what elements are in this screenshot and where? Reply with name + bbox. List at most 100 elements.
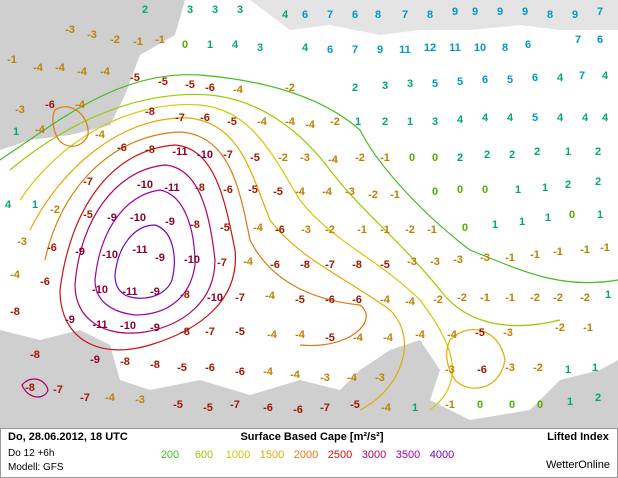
lifted-index-label: -3 (375, 372, 385, 384)
lifted-index-label: -8 (150, 359, 160, 371)
lifted-index-label: -3 (445, 364, 455, 376)
lifted-index-label: -4 (257, 116, 268, 128)
lifted-index-label: -5 (350, 399, 360, 411)
lifted-index-label: 0 (409, 152, 415, 164)
lifted-index-label: -3 (480, 252, 490, 264)
lifted-index-label: -4 (35, 124, 46, 136)
lifted-index-label: -5 (475, 327, 485, 339)
legend-level: 200 (161, 449, 179, 461)
legend-level: 600 (195, 449, 213, 461)
lifted-index-label: -4 (353, 332, 364, 344)
lifted-index-label: -1 (155, 34, 165, 46)
lifted-index-label: -4 (305, 119, 316, 131)
legend-level: 1000 (226, 449, 250, 461)
sea (0, 0, 618, 428)
run-label: Do 12 +6h (8, 448, 54, 459)
lifted-index-label: -6 (223, 184, 233, 196)
lifted-index-label: -7 (325, 259, 335, 271)
lifted-index-label: 9 (572, 9, 578, 21)
lifted-index-label: -2 (368, 189, 378, 201)
lifted-index-label: -1 (390, 189, 400, 201)
lifted-index-label: -3 (503, 327, 513, 339)
lifted-index-label: 1 (492, 219, 498, 231)
lifted-index-labels: 2 3 3 3 4 6 7 6 8 7 8 9 9 9 9 8 9 70 1 4 3 4 6 7 9 11 12 11 10 8 6 7 6-3… (5, 4, 611, 416)
lifted-index-label: 8 (502, 42, 508, 54)
lifted-index-label: -11 (132, 244, 147, 256)
lifted-index-label: -7 (223, 149, 233, 161)
lifted-index-label: -7 (175, 112, 185, 124)
lifted-index-label: 11 (399, 44, 411, 56)
lifted-index-label: 0 (482, 184, 488, 196)
lifted-index-label: 4 (582, 112, 589, 124)
lifted-index-label: 9 (472, 6, 478, 18)
lifted-index-label: 11 (449, 42, 461, 54)
lifted-index-label: -6 (200, 112, 210, 124)
lifted-index-label: -5 (220, 222, 230, 234)
lifted-index-label: -4 (415, 329, 426, 341)
lifted-index-label: -11 (172, 146, 187, 158)
lifted-index-label: -8 (180, 289, 190, 301)
lifted-index-label: 1 (542, 182, 548, 194)
lifted-index-label: -10 (137, 179, 153, 191)
lifted-index-label: -7 (235, 292, 245, 304)
lifted-index-label: -2 (278, 152, 288, 164)
lifted-index-label: -1 (600, 242, 610, 254)
lifted-index-label: -6 (40, 276, 50, 288)
lifted-index-label: -2 (580, 292, 590, 304)
lifted-index-label: -1 (505, 252, 515, 264)
lifted-index-label: 1 (519, 216, 525, 228)
lifted-index-label: -8 (30, 349, 40, 361)
lifted-index-label: -2 (330, 116, 340, 128)
lifted-index-label: -8 (145, 106, 155, 118)
lifted-index-label: 1 (412, 402, 418, 414)
lifted-index-label: -5 (185, 79, 195, 91)
lifted-index-label: -4 (295, 186, 306, 198)
lifted-index-label: -4 (285, 116, 296, 128)
lifted-index-label: -2 (325, 224, 335, 236)
lifted-index-label: -7 (205, 326, 215, 338)
lifted-index-label: -6 (47, 242, 57, 254)
lifted-index-label: 4 (557, 72, 564, 84)
lifted-index-label: -3 (135, 394, 145, 406)
lifted-index-label: -8 (120, 356, 130, 368)
lifted-index-label: -2 (555, 322, 565, 334)
lifted-index-label: -2 (553, 292, 563, 304)
lifted-index-label: 0 (462, 222, 468, 234)
lifted-index-label: -2 (433, 294, 443, 306)
lifted-index-label: -3 (17, 236, 27, 248)
lifted-index-label: 4 (457, 114, 464, 126)
lifted-index-label: -7 (217, 257, 227, 269)
lifted-index-label: 2 (352, 82, 358, 94)
lifted-index-label: -4 (328, 154, 339, 166)
lifted-index-label: 7 (579, 70, 585, 82)
lifted-index-label: 3 (407, 78, 413, 90)
lifted-index-label: 4 (602, 112, 609, 124)
lifted-index-label: -3 (453, 254, 463, 266)
lifted-index-label: -10 (197, 149, 213, 161)
lifted-index-label: 10 (474, 42, 486, 54)
lifted-index-label: -2 (533, 362, 543, 374)
lifted-index-label: -5 (250, 152, 260, 164)
lifted-index-label: -11 (122, 286, 137, 298)
legend-level: 3500 (396, 449, 420, 461)
lifted-index-label: 3 (382, 80, 388, 92)
lifted-index-label: 0 (182, 39, 188, 51)
lifted-index-label: 1 (605, 289, 611, 301)
lifted-index-label: -6 (117, 142, 127, 154)
lifted-index-label: 2 (509, 149, 515, 161)
lifted-index-label: 9 (522, 6, 528, 18)
lifted-index-label: 2 (595, 176, 601, 188)
legend: 200 600 1000 1500 2000 2500 3000 3500 4000 (161, 449, 454, 461)
lifted-index-label: -8 (145, 144, 155, 156)
lifted-index-label: 1 (565, 146, 571, 158)
lifted-index-label: -11 (164, 182, 179, 194)
lifted-index-label: 6 (482, 74, 488, 86)
lifted-index-label: -8 (25, 382, 35, 394)
lifted-index-label: 4 (232, 39, 239, 51)
lifted-index-label: -4 (10, 269, 21, 281)
lifted-index-label: -8 (10, 306, 20, 318)
lifted-index-label: -3 (430, 256, 440, 268)
lifted-index-label: -6 (263, 402, 273, 414)
